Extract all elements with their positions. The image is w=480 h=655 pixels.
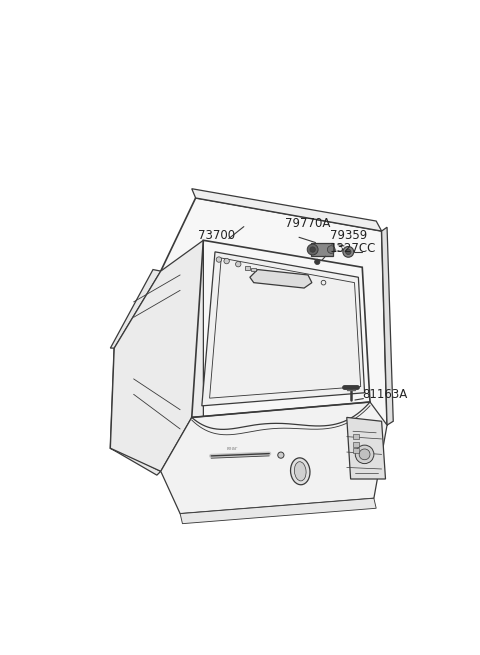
Polygon shape <box>382 227 393 425</box>
Circle shape <box>236 261 241 267</box>
Polygon shape <box>180 498 376 523</box>
Text: 79770A: 79770A <box>285 217 330 230</box>
Text: 73700: 73700 <box>198 229 235 242</box>
Text: 1327CC: 1327CC <box>330 242 376 255</box>
Circle shape <box>310 247 315 252</box>
Polygon shape <box>110 198 387 472</box>
Ellipse shape <box>294 462 306 481</box>
Circle shape <box>355 445 374 464</box>
Polygon shape <box>347 417 385 479</box>
Text: rear: rear <box>227 446 238 451</box>
Circle shape <box>278 452 284 458</box>
FancyBboxPatch shape <box>252 268 256 271</box>
Polygon shape <box>161 402 387 514</box>
Polygon shape <box>110 240 204 472</box>
Polygon shape <box>250 270 312 288</box>
FancyBboxPatch shape <box>353 448 359 453</box>
Circle shape <box>346 249 351 255</box>
Circle shape <box>307 244 318 255</box>
Polygon shape <box>192 189 382 231</box>
Circle shape <box>224 258 229 264</box>
FancyBboxPatch shape <box>353 434 359 439</box>
Circle shape <box>327 246 335 253</box>
FancyBboxPatch shape <box>353 442 359 447</box>
Circle shape <box>314 259 320 265</box>
Circle shape <box>359 449 370 460</box>
Ellipse shape <box>290 458 310 485</box>
Polygon shape <box>110 448 161 475</box>
Polygon shape <box>311 244 333 255</box>
FancyBboxPatch shape <box>245 266 250 270</box>
Text: 79359: 79359 <box>330 229 367 242</box>
Polygon shape <box>110 270 161 348</box>
Circle shape <box>343 246 354 257</box>
Text: 81163A: 81163A <box>362 388 408 401</box>
Polygon shape <box>202 252 365 406</box>
Circle shape <box>216 257 222 262</box>
